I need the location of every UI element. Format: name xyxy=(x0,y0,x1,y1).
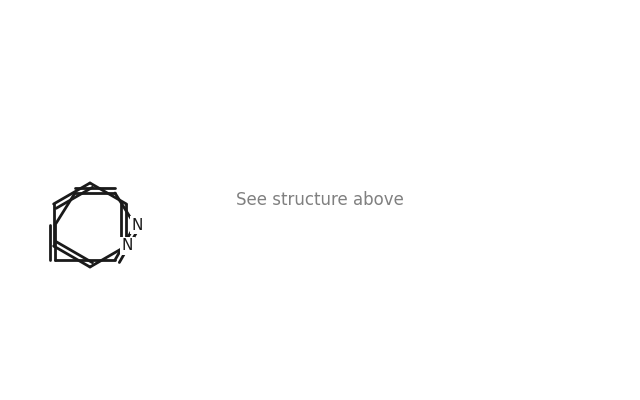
Text: N: N xyxy=(131,218,143,232)
Text: See structure above: See structure above xyxy=(236,191,404,209)
Text: N: N xyxy=(122,238,133,254)
